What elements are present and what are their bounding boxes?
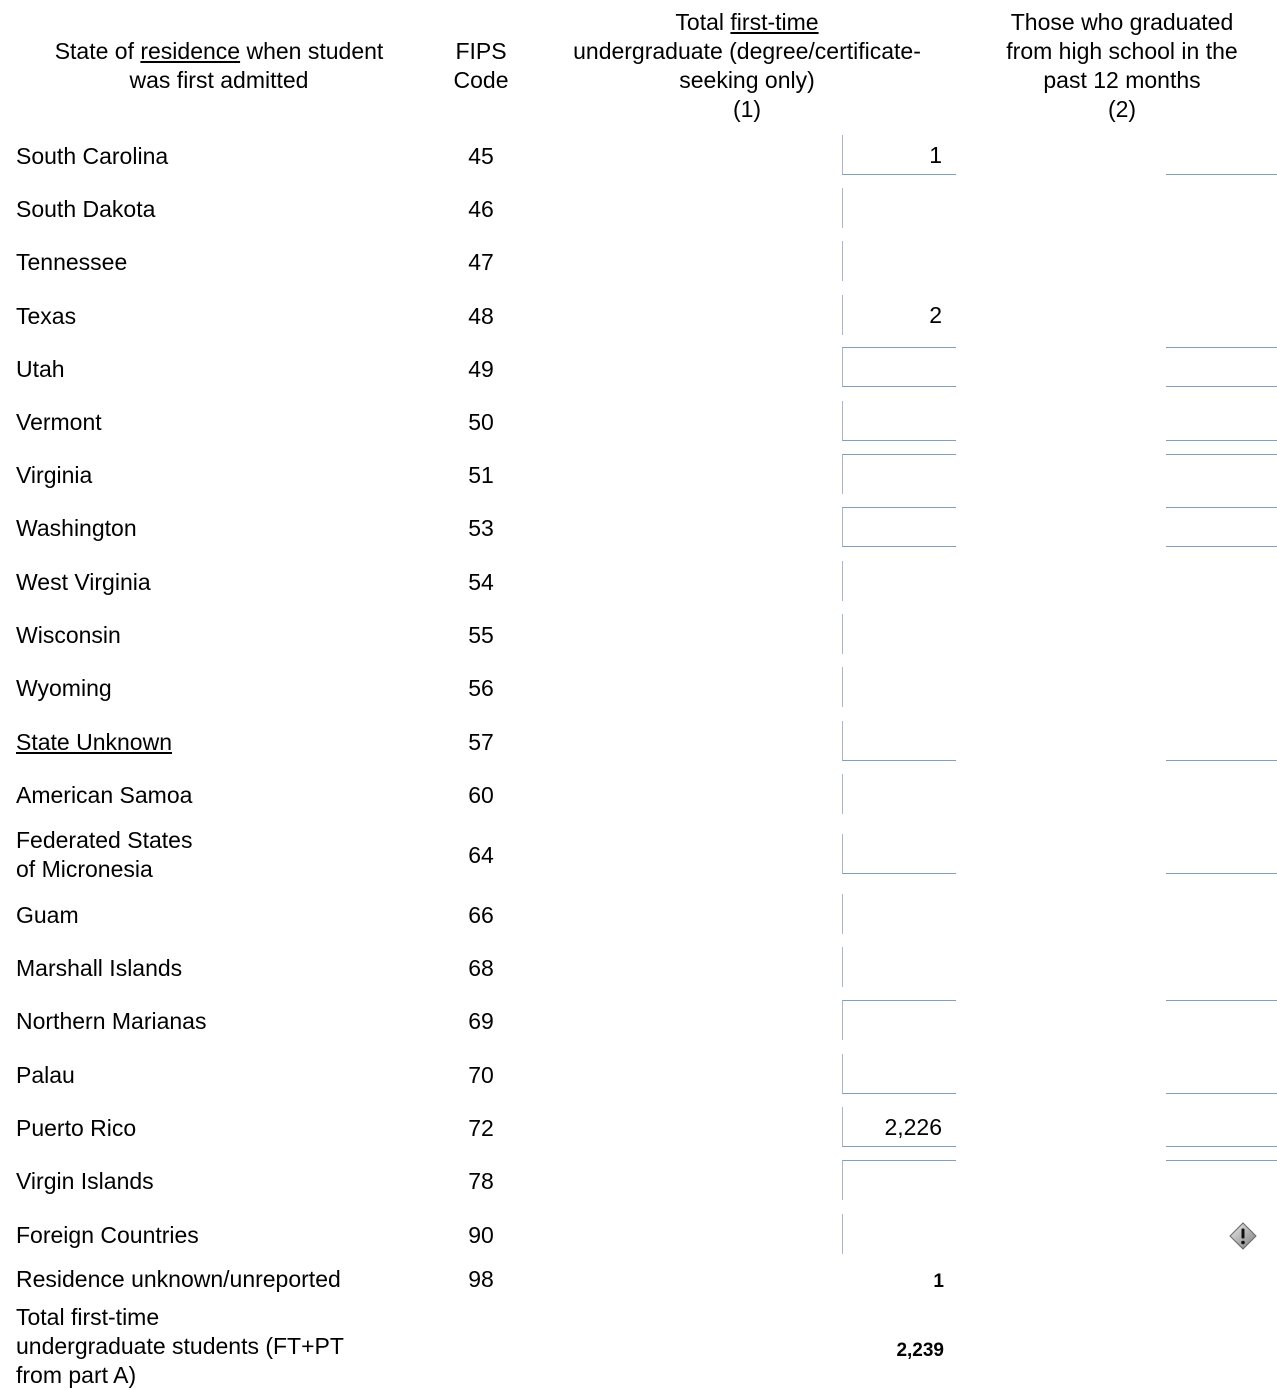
col1-input[interactable]: 2 (842, 295, 956, 335)
header-col2: Those who graduated from high school in … (1006, 9, 1238, 122)
fips-code: 66 (468, 902, 494, 928)
col2-input[interactable] (1166, 507, 1277, 547)
col2-input[interactable] (1166, 721, 1277, 761)
state-label: Tennessee (16, 249, 128, 275)
col1-input[interactable] (842, 507, 956, 547)
state-label: Guam (16, 902, 79, 928)
col2-input[interactable] (1166, 1000, 1277, 1040)
col2-input[interactable] (1166, 454, 1277, 494)
header-col1: Total first-time undergraduate (degree/c… (573, 9, 921, 122)
col1-input[interactable] (842, 1054, 956, 1094)
fips-code: 50 (468, 409, 494, 435)
col1-input[interactable] (842, 1160, 956, 1200)
state-label: South Dakota (16, 196, 156, 222)
col2-input[interactable] (1166, 401, 1277, 441)
col1-input[interactable] (842, 1000, 956, 1040)
state-label: Foreign Countries (16, 1222, 199, 1248)
fips-code: 68 (468, 955, 494, 981)
state-label: Texas (16, 303, 77, 329)
state-label: Virginia (16, 462, 93, 488)
fips-code: 46 (468, 196, 494, 222)
total-value: 2,239 (896, 1340, 944, 1361)
col1-input[interactable]: 1 (842, 135, 956, 175)
fips-code: 51 (468, 462, 494, 488)
fips-code: 56 (468, 675, 494, 701)
fips-code: 90 (468, 1222, 494, 1248)
total-label: Total first-time undergraduate students … (16, 1304, 344, 1388)
col1-input[interactable] (842, 454, 956, 494)
fips-code: 49 (468, 356, 494, 382)
fips-code: 54 (468, 569, 494, 595)
col2-input[interactable] (1166, 1054, 1277, 1094)
col2-input[interactable] (1166, 834, 1277, 874)
fips-code: 60 (468, 782, 494, 808)
col1-input[interactable] (842, 667, 956, 707)
state-label: Northern Marianas (16, 1008, 207, 1034)
fips-code: 57 (468, 729, 494, 755)
col1-input[interactable] (842, 614, 956, 654)
fips-code: 45 (468, 143, 494, 169)
col1-input[interactable] (842, 188, 956, 228)
first-time-link[interactable]: first-time (730, 9, 819, 35)
col1-input[interactable] (842, 774, 956, 814)
fips-code: 47 (468, 249, 494, 275)
residence-unknown-label: Residence unknown/unreported (16, 1266, 341, 1292)
col1-input[interactable] (842, 241, 956, 281)
fips-code: 98 (468, 1266, 494, 1292)
state-label: Marshall Islands (16, 955, 183, 981)
state-label: South Carolina (16, 143, 169, 169)
col2-input[interactable] (1166, 347, 1277, 387)
state-label: Vermont (16, 409, 102, 435)
col2-input[interactable] (1166, 1107, 1277, 1147)
state-label: Federated States of Micronesia (16, 827, 193, 882)
state-label: West Virginia (16, 569, 151, 595)
header-state: State of residence when student was firs… (54, 38, 384, 93)
residence-link[interactable]: residence (140, 38, 241, 64)
col2-input[interactable] (1166, 135, 1277, 175)
header-fips: FIPS Code (453, 38, 509, 93)
col1-input[interactable] (842, 1214, 956, 1254)
fips-code: 78 (468, 1168, 494, 1194)
state-unknown-link[interactable]: State Unknown (16, 729, 172, 755)
state-label: American Samoa (16, 782, 193, 808)
fips-code: 64 (468, 842, 494, 868)
state-label: Utah (16, 356, 65, 382)
fips-code: 48 (468, 303, 494, 329)
col1-input[interactable] (842, 561, 956, 601)
col2-input[interactable] (1166, 1160, 1277, 1200)
state-label: Virgin Islands (16, 1168, 154, 1194)
warning-icon[interactable] (1229, 1222, 1257, 1250)
col1-input[interactable] (842, 947, 956, 987)
col1-input[interactable] (842, 347, 956, 387)
fips-code: 55 (468, 622, 494, 648)
state-label: Wisconsin (16, 622, 121, 648)
col1-input[interactable] (842, 834, 956, 874)
col1-input[interactable] (842, 721, 956, 761)
state-label: Palau (16, 1062, 75, 1088)
fips-code: 72 (468, 1115, 494, 1141)
fips-code: 69 (468, 1008, 494, 1034)
state-label: Washington (16, 515, 137, 541)
state-label: Wyoming (16, 675, 112, 701)
col1-input[interactable]: 2,226 (842, 1107, 956, 1147)
fips-code: 70 (468, 1062, 494, 1088)
col1-input[interactable] (842, 401, 956, 441)
residence-unknown-value: 1 (933, 1271, 944, 1292)
col1-input[interactable] (842, 894, 956, 934)
state-label: Puerto Rico (16, 1115, 137, 1141)
fips-code: 53 (468, 515, 494, 541)
